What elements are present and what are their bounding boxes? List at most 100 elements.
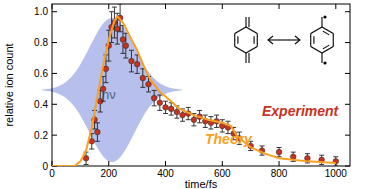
y-axis-label: relative ion count [3, 43, 15, 126]
x-tick [279, 161, 280, 166]
bond [246, 47, 257, 54]
data-point [151, 95, 157, 101]
error-cap [208, 116, 213, 117]
error-cap [135, 73, 140, 74]
error-cap [106, 61, 111, 62]
y-tick-label: 0.2 [34, 130, 48, 141]
error-cap [112, 7, 117, 8]
error-cap [101, 101, 106, 102]
error-cap [84, 164, 89, 165]
bond [257, 34, 258, 47]
data-point [191, 117, 197, 123]
bond [235, 47, 246, 54]
error-bar [169, 103, 174, 115]
error-cap [129, 50, 134, 51]
error-cap [180, 121, 185, 122]
data-point [95, 129, 101, 135]
series-label: Experiment [262, 103, 340, 119]
error-cap [163, 101, 168, 102]
data-point [114, 26, 120, 32]
data-group [52, 4, 339, 166]
y-tick-label: 0.6 [34, 68, 48, 79]
double-bond [323, 45, 329, 49]
radical-dot [323, 15, 326, 18]
x-tick [279, 4, 280, 9]
error-cap [208, 128, 213, 129]
bond [245, 17, 246, 27]
x-tick-label: 800 [271, 168, 288, 179]
error-cap [95, 141, 100, 142]
chart: hν0200400600800100000.20.40.60.81.0time/… [0, 0, 365, 189]
data-point [174, 109, 180, 115]
error-cap [115, 13, 120, 14]
arrow-head [295, 36, 300, 44]
x-tick-label: 0 [49, 168, 55, 179]
bond [310, 34, 311, 47]
bond [311, 47, 322, 54]
x-tick [108, 161, 109, 166]
error-cap [118, 31, 123, 32]
error-bar [163, 101, 168, 113]
error-bar [135, 55, 140, 74]
y-tick-label: 1.0 [34, 6, 48, 17]
data-point [140, 75, 146, 81]
error-cap [191, 125, 196, 126]
x-tick [222, 161, 223, 166]
error-bar [120, 26, 125, 54]
error-bar [333, 157, 338, 166]
y-tick [345, 11, 350, 12]
error-cap [157, 95, 162, 96]
error-cap [123, 58, 128, 59]
y-tick-label: 0.8 [34, 37, 48, 48]
error-cap [146, 91, 151, 92]
error-cap [163, 113, 168, 114]
error-cap [225, 121, 230, 122]
x-tick [335, 4, 336, 9]
double-bond [313, 36, 314, 43]
error-cap [319, 164, 324, 165]
x-tick [165, 161, 166, 166]
bond [245, 53, 246, 63]
bond [321, 53, 322, 63]
molecule [311, 15, 334, 64]
error-cap [333, 156, 338, 157]
error-bar [157, 95, 162, 110]
error-cap [305, 162, 310, 163]
y-tick [52, 11, 57, 12]
error-cap [129, 71, 134, 72]
bond [321, 17, 322, 27]
y-tick [345, 42, 350, 43]
error-cap [118, 4, 123, 5]
x-tick [222, 4, 223, 9]
double-bond [248, 53, 249, 63]
error-cap [152, 105, 157, 106]
data-point [157, 100, 163, 106]
arrow-shaft [268, 39, 300, 40]
error-bar [152, 90, 157, 105]
error-cap [214, 127, 219, 128]
data-point [100, 86, 106, 92]
resonance-arrow [268, 36, 300, 44]
error-cap [103, 82, 108, 83]
error-bar [203, 115, 208, 127]
data-point [163, 105, 169, 111]
y-tick [52, 135, 57, 136]
error-bar [129, 50, 134, 72]
data-point [168, 106, 174, 112]
x-tick [52, 4, 53, 9]
error-cap [248, 150, 253, 151]
bond [234, 34, 235, 47]
data-point [120, 37, 126, 43]
y-tick [345, 104, 350, 105]
y-tick-label: 0.4 [34, 99, 48, 110]
error-bar [277, 147, 282, 156]
data-point [180, 112, 186, 118]
error-cap [109, 11, 114, 12]
data-point [134, 61, 140, 67]
error-bar [140, 69, 145, 88]
error-cap [220, 119, 225, 120]
data-point [103, 66, 109, 72]
error-bar [208, 117, 213, 129]
error-cap [115, 44, 120, 45]
data-point [276, 149, 282, 155]
